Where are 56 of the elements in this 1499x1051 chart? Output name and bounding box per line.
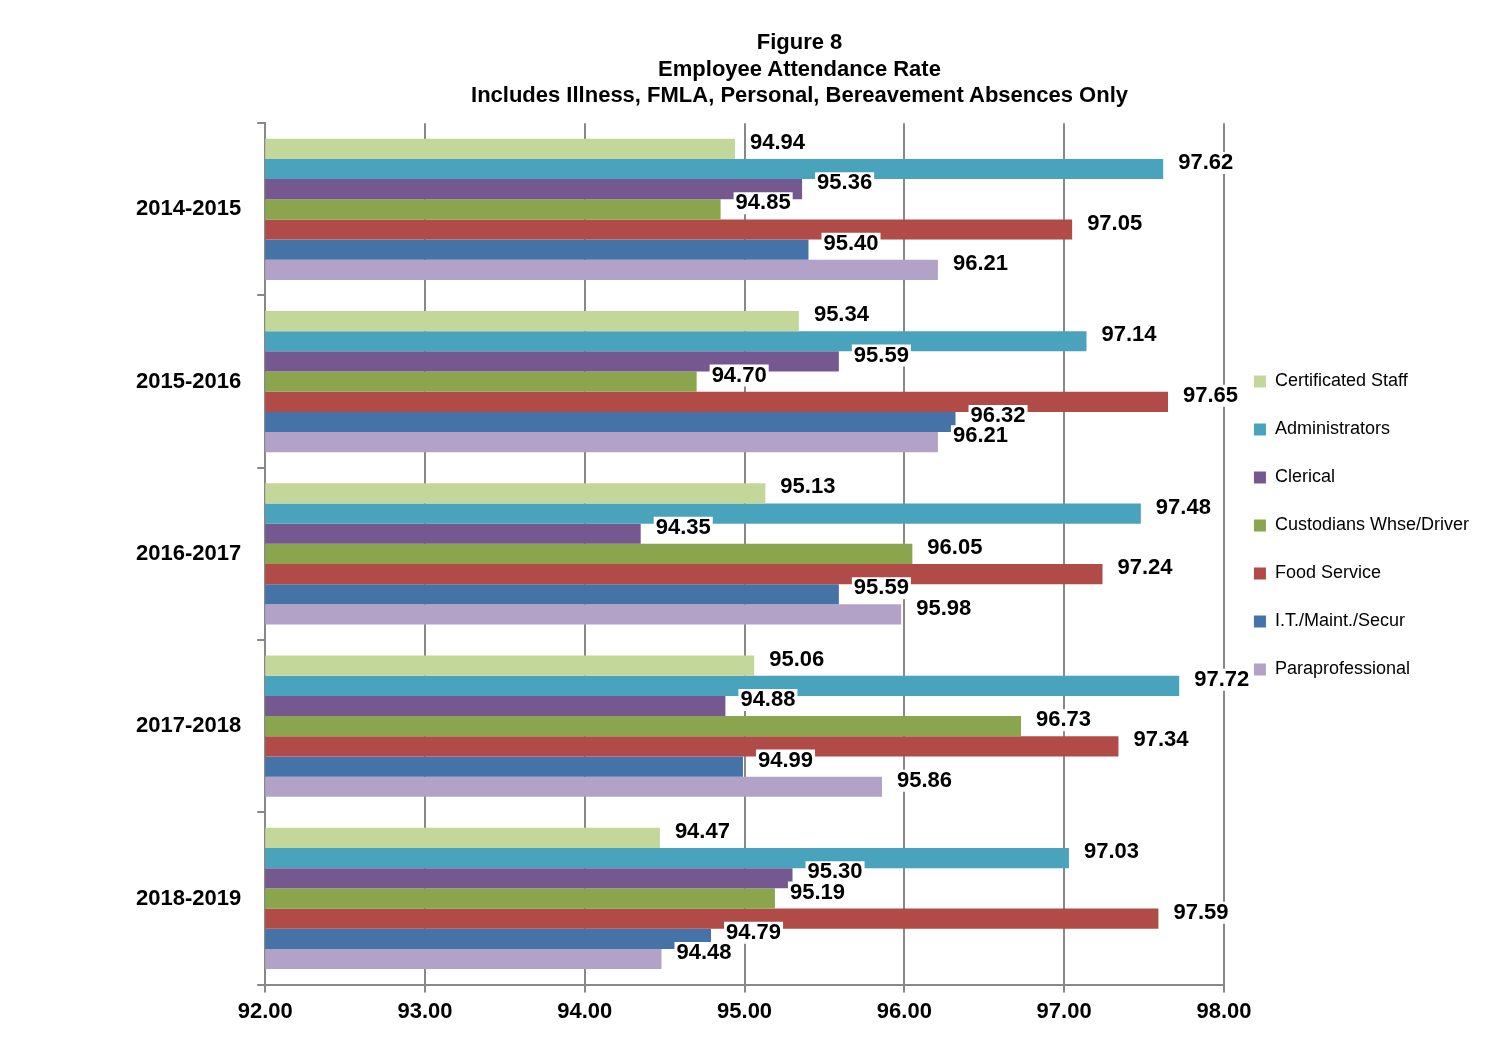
data-label: 97.05 [1087, 209, 1143, 235]
data-label: 94.48 [676, 939, 732, 965]
x-tick-label: 92.00 [237, 997, 293, 1023]
y-tick-label: 2017-2018 [135, 712, 242, 738]
legend-label: Custodians Whse/Driver [1274, 514, 1470, 535]
chart-subtitle: Includes Illness, FMLA, Personal, Bereavement Absences Only [471, 82, 1129, 108]
legend-label: Administrators [1274, 418, 1390, 439]
data-label: 94.35 [655, 513, 711, 539]
x-tick-label: 96.00 [876, 997, 932, 1023]
data-label: 96.73 [1036, 706, 1092, 732]
y-tick-label: 2014-2015 [135, 195, 242, 221]
x-tick-label: 94.00 [557, 997, 613, 1023]
x-tick-label: 98.00 [1196, 997, 1252, 1023]
data-label: 97.72 [1194, 665, 1250, 691]
data-label: 96.21 [952, 249, 1008, 275]
data-label: 95.19 [789, 878, 845, 904]
data-label: 94.88 [740, 686, 796, 712]
data-label: 95.59 [853, 341, 909, 367]
data-label: 95.86 [896, 766, 953, 792]
data-label: 94.79 [726, 918, 782, 944]
data-label: 95.36 [817, 169, 873, 195]
data-label: 97.62 [1178, 149, 1234, 175]
data-label: 97.24 [1117, 554, 1174, 580]
data-label: 95.34 [813, 301, 870, 327]
data-label: 97.59 [1173, 898, 1229, 924]
data-label: 96.21 [952, 422, 1008, 448]
data-label: 97.34 [1133, 726, 1190, 752]
legend-label: Clerical [1274, 466, 1335, 487]
legend-label: I.T./Maint./Secur [1274, 610, 1405, 631]
data-label: 94.99 [757, 746, 814, 772]
data-label: 97.14 [1101, 321, 1158, 347]
data-label: 95.59 [853, 574, 909, 600]
legend-label: Certificated Staff [1274, 370, 1409, 391]
y-tick-label: 2016-2017 [135, 539, 242, 565]
data-label: 94.85 [735, 189, 791, 215]
legend-label: Food Service [1274, 562, 1381, 583]
x-tick-label: 93.00 [397, 997, 453, 1023]
legend-label: Paraprofessional [1274, 658, 1411, 679]
data-label: 96.05 [927, 533, 983, 559]
data-label: 97.65 [1183, 381, 1239, 407]
data-label: 96.32 [970, 402, 1026, 428]
x-tick-label: 97.00 [1036, 997, 1092, 1023]
data-label: 95.13 [780, 473, 836, 499]
data-label: 94.94 [749, 128, 806, 154]
y-tick-label: 2018-2019 [135, 884, 242, 910]
data-label: 95.30 [807, 858, 863, 884]
data-label: 95.06 [769, 645, 825, 671]
chart-title: Figure 8 Employee Attendance Rate [658, 29, 941, 81]
y-tick-label: 2015-2016 [135, 367, 242, 393]
x-tick-label: 95.00 [717, 997, 773, 1023]
data-label: 94.70 [711, 361, 767, 387]
data-label: 94.47 [674, 817, 730, 843]
data-label: 97.03 [1083, 838, 1140, 864]
data-label: 95.98 [916, 594, 972, 620]
data-label: 97.48 [1155, 493, 1211, 519]
data-label: 95.40 [823, 229, 879, 255]
